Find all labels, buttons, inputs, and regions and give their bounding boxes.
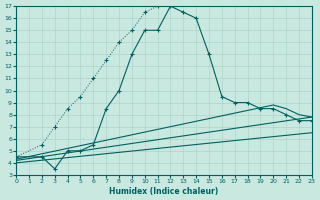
X-axis label: Humidex (Indice chaleur): Humidex (Indice chaleur) <box>109 187 219 196</box>
